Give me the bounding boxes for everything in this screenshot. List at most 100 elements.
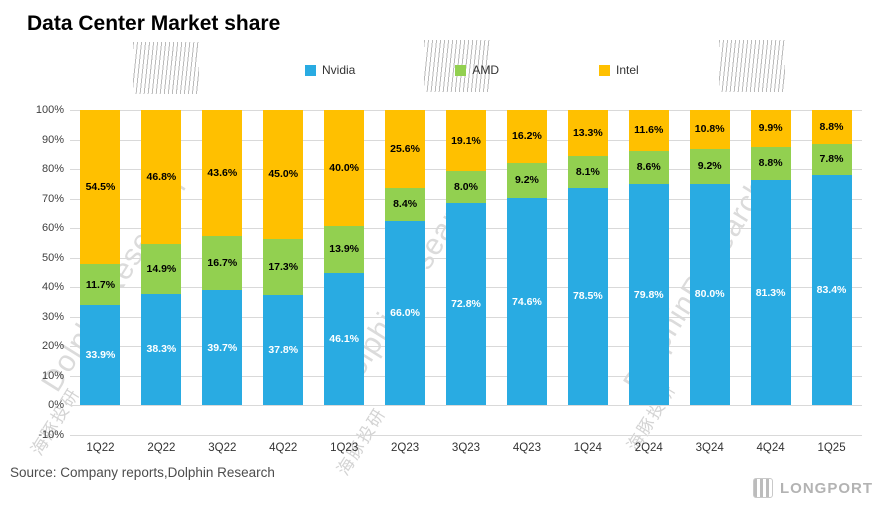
bar-segment-intel: 10.8%	[689, 110, 730, 150]
legend-label: Intel	[616, 63, 639, 77]
x-axis-label: 1Q23	[330, 442, 359, 454]
bar-column: 46.1% 13.9% 40.0%	[314, 110, 375, 435]
y-axis-label: 70%	[41, 192, 64, 205]
bar-column: 74.6% 9.2% 16.2%	[496, 110, 557, 435]
bar-segment-intel: 9.9%	[750, 110, 791, 147]
x-axis-label: 4Q23	[512, 442, 541, 454]
y-axis: 100% 90% 80% 70% 60% 50% 40% 30% 20% 10% 0% -10%	[16, 104, 64, 441]
longport-logo-icon	[753, 478, 773, 498]
legend-item-nvidia: Nvidia	[305, 63, 355, 77]
bar-segment-amd: 16.7%	[202, 235, 243, 291]
x-axis-label: 4Q22	[269, 442, 298, 454]
bar-segment-nvidia: 72.8%	[445, 202, 486, 406]
bar-column: 83.4% 7.8% 8.8%	[801, 110, 862, 435]
watermark-barcode	[719, 40, 785, 92]
x-axis-label: 2Q23	[391, 442, 420, 454]
y-axis-label: 90%	[41, 133, 64, 146]
bar-column: 81.3% 8.8% 9.9%	[740, 110, 801, 435]
stacked-bar: 80.0% 9.2% 10.8%	[689, 110, 730, 406]
bar-segment-amd: 11.7%	[80, 264, 121, 306]
bar-segment-nvidia: 78.5%	[567, 187, 608, 406]
x-axis-label: 1Q25	[817, 442, 846, 454]
legend-swatch-nvidia	[305, 64, 316, 76]
gridline	[70, 405, 862, 407]
bar-segment-nvidia: 33.9%	[80, 305, 121, 406]
bar-segment-intel: 16.2%	[506, 110, 547, 164]
y-axis-label: 100%	[35, 104, 64, 116]
stacked-bar: 66.0% 8.4% 25.6%	[385, 110, 426, 406]
bar-segment-nvidia: 46.1%	[324, 273, 365, 406]
stacked-bar: 39.7% 16.7% 43.6%	[202, 110, 243, 406]
y-axis-label: 10%	[41, 369, 64, 382]
x-axis-label: 1Q22	[86, 442, 115, 454]
bar-segment-amd: 8.4%	[385, 188, 426, 221]
watermark-barcode	[133, 42, 199, 94]
x-axis-label: 2Q22	[147, 442, 176, 454]
bar-segment-intel: 46.8%	[141, 110, 182, 245]
source-note: Source: Company reports,Dolphin Research	[10, 465, 275, 480]
chart-title: Data Center Market share	[27, 12, 281, 35]
stacked-bar: 78.5% 8.1% 13.3%	[567, 110, 608, 406]
bar-segment-nvidia: 38.3%	[141, 293, 182, 406]
x-axis-label: 3Q23	[451, 442, 481, 454]
stacked-bar: 38.3% 14.9% 46.8%	[141, 110, 182, 406]
legend-swatch-intel	[599, 64, 611, 76]
bar-segment-intel: 8.8%	[811, 110, 852, 144]
bar-column: 38.3% 14.9% 46.8%	[131, 110, 192, 435]
legend-item-amd: AMD	[455, 63, 499, 77]
bar-segment-nvidia: 80.0%	[689, 183, 730, 406]
stacked-bar: 72.8% 8.0% 19.1%	[445, 110, 486, 406]
bar-column: 79.8% 8.6% 11.6%	[618, 110, 679, 435]
bar-segment-intel: 13.3%	[567, 110, 608, 156]
bar-segment-intel: 43.6%	[202, 110, 243, 236]
x-axis-label: 2Q24	[634, 442, 663, 454]
x-axis-label: 3Q22	[208, 442, 237, 454]
x-axis-label: 3Q24	[695, 442, 724, 454]
y-axis-label: 80%	[41, 163, 64, 176]
bar-column: 33.9% 11.7% 54.5%	[70, 109, 131, 435]
bar-segment-nvidia: 83.4%	[811, 174, 852, 406]
bar-segment-amd: 14.9%	[141, 244, 182, 294]
bar-segment-amd: 7.8%	[811, 143, 852, 175]
bar-segment-amd: 8.6%	[628, 151, 669, 185]
stacked-bar: 81.3% 8.8% 9.9%	[750, 110, 791, 406]
stacked-bar: 83.4% 7.8% 8.8%	[811, 110, 852, 406]
bar-column: 78.5% 8.1% 13.3%	[557, 110, 618, 435]
legend-label: Nvidia	[322, 63, 356, 77]
bar-segment-amd: 13.9%	[324, 226, 365, 274]
x-axis-label: 4Q24	[756, 442, 785, 454]
bar-segment-intel: 19.1%	[445, 110, 486, 172]
bar-segment-nvidia: 37.8%	[263, 295, 304, 406]
bar-column: 80.0% 9.2% 10.8%	[679, 110, 740, 435]
bar-column: 66.0% 8.4% 25.6%	[375, 110, 436, 435]
bar-segment-intel: 11.6%	[628, 110, 669, 152]
y-axis-label: 0%	[48, 399, 64, 412]
bar-segment-amd: 9.2%	[506, 163, 547, 199]
bar-segment-intel: 54.5%	[80, 109, 121, 265]
bar-segment-amd: 9.2%	[689, 149, 730, 184]
x-axis-label: 1Q24	[573, 442, 602, 454]
y-axis-label: 50%	[41, 251, 64, 264]
brand-logo: LONGPORT	[753, 478, 873, 498]
bar-segment-intel: 40.0%	[324, 110, 365, 227]
legend-label: AMD	[472, 63, 500, 77]
legend-swatch-amd	[455, 64, 467, 76]
bar-column: 37.8% 17.3% 45.0%	[253, 109, 314, 435]
stacked-bar: 37.8% 17.3% 45.0%	[263, 109, 304, 406]
bar-segment-amd: 8.8%	[750, 146, 791, 181]
bar-segment-nvidia: 39.7%	[202, 290, 243, 406]
bar-segment-intel: 25.6%	[385, 110, 426, 189]
bar-segment-nvidia: 66.0%	[385, 220, 426, 406]
chart-legend: Nvidia AMD Intel	[305, 63, 639, 77]
bar-segment-nvidia: 79.8%	[628, 184, 669, 406]
bar-column: 39.7% 16.7% 43.6%	[192, 110, 253, 435]
x-axis: 1Q22 2Q22 3Q22 4Q22 1Q23 2Q23 3Q23 4Q23 1Q24 2Q24…	[70, 442, 862, 454]
bar-segment-amd: 17.3%	[263, 239, 304, 296]
bar-segment-amd: 8.0%	[445, 171, 486, 203]
stacked-bar: 46.1% 13.9% 40.0%	[324, 110, 365, 406]
bar-segment-intel: 45.0%	[263, 109, 304, 240]
bar-segment-nvidia: 74.6%	[506, 198, 547, 406]
y-axis-label: 30%	[41, 310, 64, 323]
plot-area: 33.9% 11.7% 54.5% 38.3% 14.9% 46.8% 39.7% 16.7%…	[70, 109, 862, 436]
bar-column: 72.8% 8.0% 19.1%	[436, 110, 497, 435]
